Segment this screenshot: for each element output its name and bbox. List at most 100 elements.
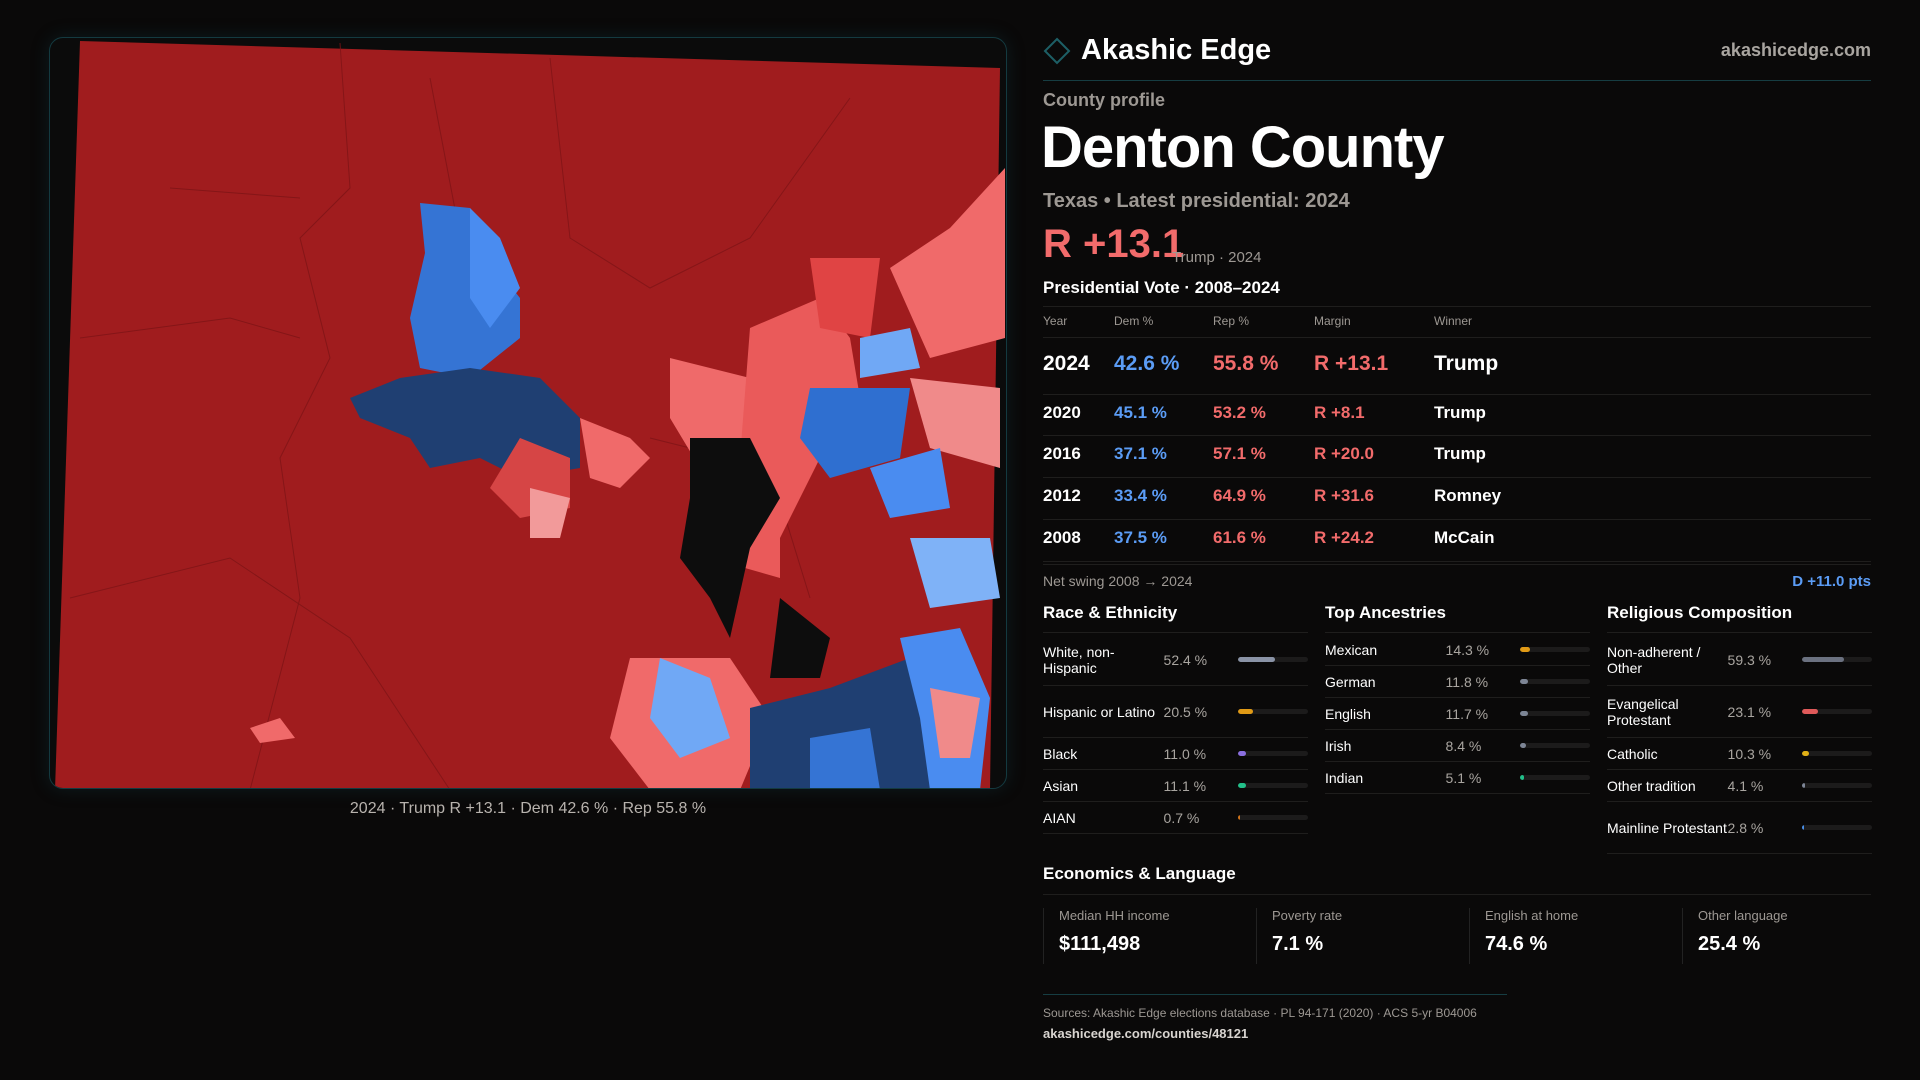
item-value: 14.3 % [1445, 641, 1490, 658]
item-label: Black [1043, 745, 1078, 762]
county-precinct-map[interactable] [49, 37, 1007, 789]
vote-table-header: Year Dem % Rep % Margin Winner [1043, 314, 1871, 338]
site-link[interactable]: akashicedge.com [1720, 40, 1871, 60]
brand-name: Akashic Edge [1081, 34, 1272, 66]
vote-cell-year: 2008 [1043, 528, 1081, 547]
vote-cell-winner: McCain [1434, 528, 1495, 547]
vote-cell-dem: 45.1 % [1114, 403, 1167, 422]
item-bar [1802, 709, 1872, 714]
item-bar [1520, 743, 1590, 748]
vote-section-title: Presidential Vote · 2008–2024 [1043, 278, 1280, 297]
stat-value: 25.4 % [1698, 933, 1761, 955]
vote-table-row: 2008 37.5 % 61.6 % R +24.2 McCain [1043, 520, 1871, 562]
item-label: Indian [1325, 769, 1364, 786]
race-item: Asian 11.1 % [1043, 770, 1308, 802]
item-value: 52.4 % [1163, 651, 1208, 668]
item-label: English [1325, 705, 1371, 722]
vote-cell-rep: 53.2 % [1213, 403, 1266, 422]
diamond-logo-icon [1043, 37, 1071, 64]
item-bar [1238, 657, 1308, 662]
item-bar [1238, 709, 1308, 714]
vote-cell-year: 2024 [1043, 352, 1090, 375]
vote-cell-rep: 55.8 % [1213, 352, 1279, 375]
item-value: 11.8 % [1445, 673, 1489, 690]
vote-cell-rep: 57.1 % [1213, 444, 1266, 463]
column-header: Winner [1434, 314, 1473, 328]
item-label: Evangelical Protestant [1607, 695, 1679, 728]
item-value: 8.4 % [1445, 737, 1482, 754]
item-bar [1802, 751, 1872, 756]
item-label: Mainline Protestant [1607, 819, 1727, 836]
item-bar [1238, 815, 1308, 820]
item-label: Catholic [1607, 745, 1658, 762]
page-kicker: County profile [1043, 90, 1165, 110]
county-url-link[interactable]: akashicedge.com/counties/48121 [1043, 1026, 1249, 1041]
item-value: 4.1 % [1727, 777, 1764, 794]
stat-label: Poverty rate [1272, 908, 1343, 923]
religion-item: Non-adherent / Other 59.3 % [1607, 634, 1872, 686]
item-bar [1520, 775, 1590, 780]
column-header: Dem % [1114, 314, 1154, 328]
religion-item: Evangelical Protestant 23.1 % [1607, 686, 1872, 738]
religion-item: Other tradition 4.1 % [1607, 770, 1872, 802]
item-label: AIAN [1043, 809, 1076, 826]
ancestry-item: Indian 5.1 % [1325, 762, 1590, 794]
item-bar-fill [1238, 709, 1253, 714]
stat-card: Other language 25.4 % [1682, 908, 1882, 964]
item-bar-fill [1238, 815, 1241, 820]
item-bar [1520, 647, 1590, 652]
vote-cell-winner: Trump [1434, 403, 1486, 422]
item-bar [1238, 751, 1308, 756]
item-value: 2.8 % [1727, 819, 1764, 836]
sources-text: Sources: Akashic Edge elections database… [1043, 1006, 1477, 1020]
stat-label: Other language [1698, 908, 1788, 923]
item-bar [1802, 657, 1872, 662]
stat-card: Poverty rate 7.1 % [1256, 908, 1456, 964]
race-item: Black 11.0 % [1043, 738, 1308, 770]
ancestry-item: Mexican 14.3 % [1325, 634, 1590, 666]
religion-title: Religious Composition [1607, 603, 1793, 622]
stat-label: Median HH income [1059, 908, 1170, 923]
item-bar-fill [1802, 709, 1819, 714]
item-bar-fill [1238, 657, 1275, 662]
ancestry-item: German 11.8 % [1325, 666, 1590, 698]
item-value: 11.1 % [1163, 777, 1207, 794]
item-label: German [1325, 673, 1376, 690]
item-label: Irish [1325, 737, 1352, 754]
headline-margin: R +13.1 [1043, 222, 1185, 266]
item-value: 5.1 % [1445, 769, 1482, 786]
vote-cell-winner: Trump [1434, 444, 1486, 463]
item-value: 59.3 % [1727, 651, 1772, 668]
stat-card: Median HH income $111,498 [1043, 908, 1243, 964]
vote-cell-rep: 64.9 % [1213, 486, 1266, 505]
item-value: 23.1 % [1727, 703, 1772, 720]
race-item: Hispanic or Latino 20.5 % [1043, 686, 1308, 738]
item-bar-fill [1802, 783, 1806, 788]
item-label: White, non-Hispanic [1043, 643, 1115, 676]
race-title: Race & Ethnicity [1043, 603, 1178, 622]
item-bar [1520, 679, 1590, 684]
vote-cell-winner: Trump [1434, 352, 1499, 375]
ancestry-title: Top Ancestries [1325, 603, 1446, 622]
vote-cell-winner: Romney [1434, 486, 1502, 505]
econ-title: Economics & Language [1043, 864, 1236, 883]
item-bar-fill [1520, 647, 1531, 652]
item-label: Non-adherent / Other [1607, 643, 1701, 676]
item-bar-fill [1238, 783, 1246, 788]
vote-cell-year: 2016 [1043, 444, 1081, 463]
vote-table-row: 2016 37.1 % 57.1 % R +20.0 Trump [1043, 436, 1871, 478]
vote-cell-dem: 33.4 % [1114, 486, 1167, 505]
vote-cell-year: 2020 [1043, 403, 1081, 422]
stat-label: English at home [1485, 908, 1579, 923]
item-value: 20.5 % [1163, 703, 1208, 720]
item-label: Hispanic or Latino [1043, 703, 1156, 720]
page-title: Denton County [1041, 115, 1445, 180]
header-divider [1043, 80, 1871, 81]
net-swing-value: D +11.0 pts [1792, 573, 1871, 590]
item-bar-fill [1802, 657, 1844, 662]
brand-logo[interactable]: Akashic Edge [1043, 34, 1271, 67]
item-value: 11.7 % [1445, 705, 1489, 722]
item-value: 10.3 % [1727, 745, 1772, 762]
net-swing-label: Net swing 2008 → 2024 [1043, 573, 1193, 589]
vote-cell-year: 2012 [1043, 486, 1081, 505]
